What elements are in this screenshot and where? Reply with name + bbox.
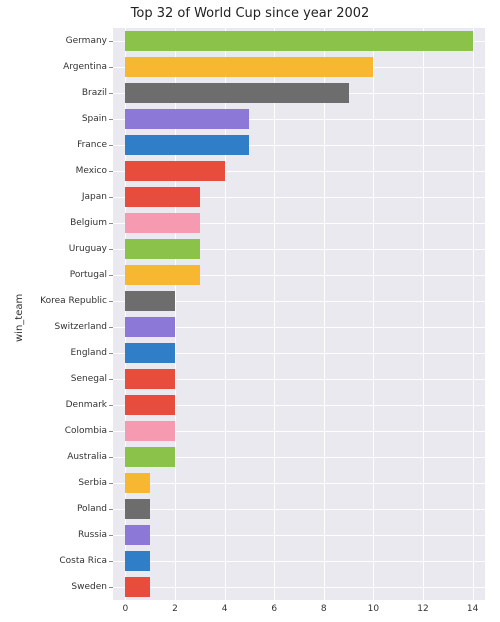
x-tick-label: 8 <box>321 604 327 614</box>
y-tick-label: Russia <box>78 530 107 540</box>
x-tick-label: 6 <box>271 604 277 614</box>
gridline-h <box>113 509 485 510</box>
bar <box>125 499 150 520</box>
bar <box>125 135 249 156</box>
bar <box>125 161 224 182</box>
bar <box>125 265 199 286</box>
gridline-v <box>423 28 424 600</box>
bar <box>125 577 150 598</box>
bar <box>125 187 199 208</box>
gridline-v <box>324 28 325 600</box>
gridline-h <box>113 535 485 536</box>
bar <box>125 109 249 130</box>
y-tick-label: Switzerland <box>55 322 108 332</box>
bar <box>125 291 175 312</box>
y-tick-label: Denmark <box>66 400 107 410</box>
x-tick-label: 12 <box>417 604 428 614</box>
y-tick-label: Argentina <box>63 62 107 72</box>
x-tick-label: 0 <box>123 604 129 614</box>
x-tick-label: 2 <box>172 604 178 614</box>
y-tick-label: France <box>77 140 107 150</box>
gridline-v <box>373 28 374 600</box>
plot-area: 02468101214GermanyArgentinaBrazilSpainFr… <box>113 28 485 600</box>
y-tick-label: Korea Republic <box>40 296 107 306</box>
y-tick-label: Colombia <box>65 426 107 436</box>
y-tick-label: Germany <box>66 36 107 46</box>
x-tick-label: 14 <box>467 604 478 614</box>
y-tick-label: Sweden <box>71 582 107 592</box>
y-tick-label: Japan <box>82 192 107 202</box>
bar <box>125 213 199 234</box>
bar <box>125 343 175 364</box>
bar <box>125 395 175 416</box>
y-tick-label: Poland <box>77 504 107 514</box>
y-tick-label: Spain <box>82 114 107 124</box>
gridline-h <box>113 483 485 484</box>
y-tick-label: Serbia <box>78 478 107 488</box>
bar <box>125 317 175 338</box>
y-axis-label: win_team <box>14 294 25 342</box>
bar <box>125 551 150 572</box>
bar <box>125 473 150 494</box>
x-tick-label: 4 <box>222 604 228 614</box>
bar <box>125 421 175 442</box>
bar <box>125 447 175 468</box>
figure: Top 32 of World Cup since year 2002 win_… <box>0 0 500 622</box>
bar <box>125 369 175 390</box>
chart-title: Top 32 of World Cup since year 2002 <box>0 6 500 21</box>
y-tick-label: Senegal <box>71 374 107 384</box>
y-tick-label: England <box>70 348 107 358</box>
y-tick-label: Brazil <box>82 88 107 98</box>
y-tick-label: Uruguay <box>69 244 107 254</box>
x-tick-label: 10 <box>368 604 379 614</box>
bar <box>125 83 348 104</box>
bar <box>125 57 373 78</box>
y-tick-label: Costa Rica <box>59 556 107 566</box>
y-tick-label: Portugal <box>70 270 107 280</box>
y-tick-label: Australia <box>67 452 107 462</box>
gridline-v <box>274 28 275 600</box>
gridline-v <box>473 28 474 600</box>
bar <box>125 31 472 52</box>
gridline-h <box>113 587 485 588</box>
bar <box>125 239 199 260</box>
y-tick-label: Belgium <box>70 218 107 228</box>
bar <box>125 525 150 546</box>
gridline-h <box>113 561 485 562</box>
y-tick-label: Mexico <box>76 166 107 176</box>
